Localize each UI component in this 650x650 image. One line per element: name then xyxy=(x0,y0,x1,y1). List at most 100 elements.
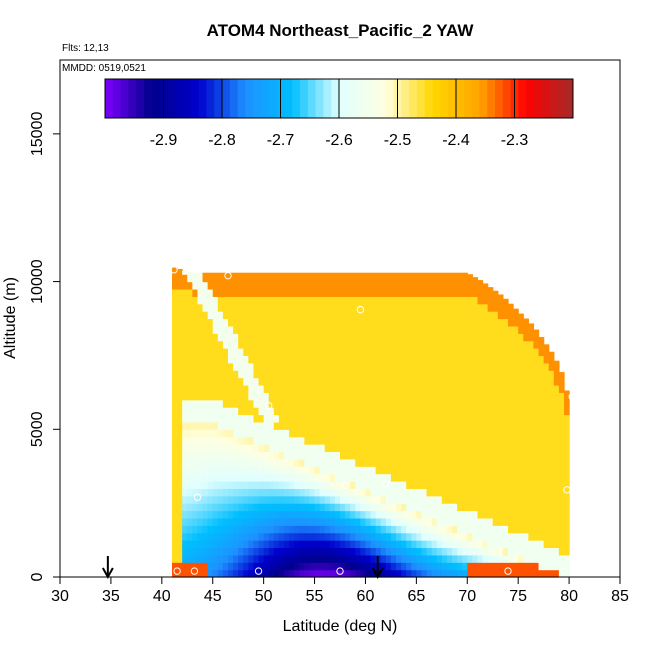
heatmap-cell xyxy=(380,510,387,519)
heatmap-cell xyxy=(462,569,468,578)
heatmap-cell xyxy=(273,488,280,497)
heatmap-cell xyxy=(340,532,346,541)
heatmap-cell xyxy=(508,444,514,453)
heatmap-cell xyxy=(523,392,529,401)
heatmap-cell xyxy=(477,488,484,497)
heatmap-cell xyxy=(513,355,519,364)
heatmap-cell xyxy=(182,562,188,571)
heatmap-cell xyxy=(202,562,209,571)
heatmap-cell xyxy=(538,421,545,430)
heatmap-cell xyxy=(390,370,397,379)
heatmap-cell xyxy=(217,288,224,297)
heatmap-cell xyxy=(523,399,529,408)
heatmap-cell xyxy=(192,348,199,357)
heatmap-cell xyxy=(319,444,326,453)
heatmap-cell xyxy=(523,370,529,379)
heatmap-cell xyxy=(258,272,265,275)
heatmap-cell xyxy=(268,466,275,475)
heatmap-cell xyxy=(390,429,397,438)
heatmap-cell xyxy=(467,311,473,320)
heatmap-cell xyxy=(228,392,234,401)
heatmap-cell xyxy=(192,281,199,290)
heatmap-cell xyxy=(243,325,249,334)
heatmap-cell xyxy=(365,384,372,393)
heatmap-cell xyxy=(238,569,244,578)
heatmap-cell xyxy=(497,318,504,327)
heatmap-cell xyxy=(340,414,346,423)
heatmap-cell xyxy=(472,532,479,541)
heatmap-cell xyxy=(462,340,468,349)
heatmap-cell xyxy=(497,532,504,541)
heatmap-cell xyxy=(172,384,178,393)
heatmap-cell xyxy=(477,333,484,342)
heatmap-cell xyxy=(508,303,514,312)
heatmap-cell xyxy=(355,562,361,571)
heatmap-cell xyxy=(304,348,311,357)
heatmap-cell xyxy=(233,473,239,482)
heatmap-cell xyxy=(502,466,509,475)
heatmap-cell xyxy=(248,399,255,408)
heatmap-cell xyxy=(472,348,479,357)
heatmap-cell xyxy=(273,399,280,408)
heatmap-cell xyxy=(375,532,382,541)
heatmap-cell xyxy=(202,384,209,393)
heatmap-cell xyxy=(197,370,204,379)
sample-point xyxy=(356,305,365,314)
heatmap-cell xyxy=(182,348,188,357)
heatmap-cell xyxy=(553,436,560,445)
heatmap-cell xyxy=(457,318,463,327)
heatmap-cell xyxy=(375,436,382,445)
heatmap-cell xyxy=(482,362,489,371)
heatmap-cell xyxy=(446,480,453,489)
heatmap-cell xyxy=(334,281,341,290)
heatmap-cell xyxy=(228,517,234,526)
heatmap-cell xyxy=(212,407,219,416)
heatmap-cell xyxy=(207,377,214,386)
heatmap-cell xyxy=(233,466,239,475)
heatmap-cell xyxy=(289,503,295,512)
heatmap-cell xyxy=(553,377,560,386)
heatmap-cell xyxy=(273,311,280,320)
heatmap-cell xyxy=(233,451,239,460)
heatmap-cell xyxy=(401,377,407,386)
y-tick-label: 5000 xyxy=(29,411,46,447)
heatmap-cell xyxy=(446,436,453,445)
heatmap-cell xyxy=(172,348,178,357)
heatmap-cell xyxy=(207,540,214,549)
heatmap-cell xyxy=(299,444,305,453)
heatmap-cell xyxy=(212,274,219,283)
heatmap-cell xyxy=(299,318,305,327)
heatmap-cell xyxy=(513,318,519,327)
heatmap-cell xyxy=(304,562,311,571)
heatmap-cell xyxy=(314,370,321,379)
heatmap-cell xyxy=(401,429,407,438)
heatmap-cell xyxy=(187,274,193,283)
heatmap-cell xyxy=(172,421,178,430)
heatmap-cell xyxy=(299,281,305,290)
heatmap-cell xyxy=(340,377,346,386)
heatmap-cell xyxy=(518,569,524,578)
heatmap-cell xyxy=(355,458,361,467)
heatmap-cell xyxy=(248,384,255,393)
heatmap-cell xyxy=(268,458,275,467)
heatmap-cell xyxy=(228,554,234,563)
heatmap-cell xyxy=(263,480,270,489)
heatmap-cell xyxy=(212,362,219,371)
heatmap-cell xyxy=(273,370,280,379)
heatmap-cell xyxy=(365,547,372,556)
heatmap-cell xyxy=(467,414,473,423)
heatmap-cell xyxy=(233,362,239,371)
heatmap-cell xyxy=(370,510,377,519)
heatmap-cell xyxy=(477,280,484,283)
heatmap-cell xyxy=(487,392,494,401)
heatmap-cell xyxy=(487,451,494,460)
heatmap-cell xyxy=(365,510,372,519)
heatmap-cell xyxy=(543,503,550,512)
heatmap-cell xyxy=(406,392,412,401)
heatmap-cell xyxy=(390,562,397,571)
heatmap-cell xyxy=(446,288,453,297)
heatmap-cell xyxy=(197,547,204,556)
heatmap-cell xyxy=(278,399,285,408)
heatmap-cell xyxy=(172,303,178,312)
heatmap-cell xyxy=(324,399,331,408)
